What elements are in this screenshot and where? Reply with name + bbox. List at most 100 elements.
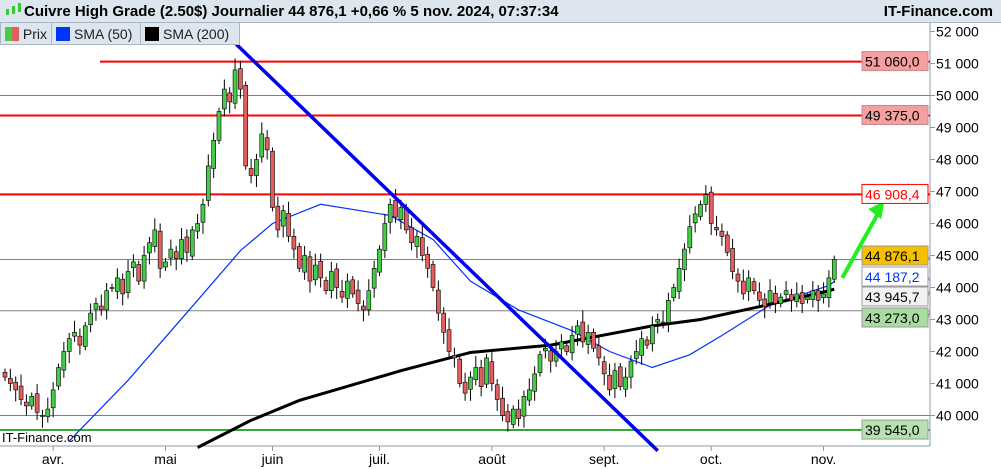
candle [537,350,543,377]
candle-body [131,261,136,268]
candle-body [767,290,773,304]
sma50-value-label-box [861,266,929,287]
candle [232,58,238,109]
candle-body [730,248,735,272]
sma200-value-label: 43 945,7 [865,289,920,305]
legend-prix[interactable]: Prix [0,23,52,45]
candle-body [473,367,479,380]
legend-sma50[interactable]: SMA (50) [51,23,141,45]
last-price-label-box [861,245,929,266]
x-tick-label: mai [154,451,177,467]
candle-body [296,246,302,269]
y-tick-label: 43 000 [936,312,979,328]
candle-body [799,292,805,304]
resistance-label-box [861,183,929,204]
candle [206,154,211,207]
candle-body [329,271,334,292]
candle [99,294,104,316]
candle-body [339,291,345,298]
candle-body [826,277,832,299]
last-price-label: 44 876,1 [865,248,920,264]
candle [676,258,682,300]
candle-body [216,111,222,141]
candle-body [478,367,484,388]
support-label-box [861,419,929,440]
candle [484,354,489,388]
candle [773,285,778,314]
candle [147,236,152,265]
candle [767,279,773,309]
candle [500,386,505,422]
sma50-line [68,203,835,442]
candle [323,276,329,295]
candle-body [382,223,388,251]
candle-body [29,395,35,407]
candle-body [366,290,372,311]
candle [270,147,275,212]
candle-body [783,290,789,295]
candle [559,334,564,359]
candle [585,324,591,355]
candle [125,259,131,299]
candle [735,268,741,293]
candle-body [120,278,125,295]
y-tick-label: 48 000 [936,152,979,168]
candle [714,215,719,236]
candle [24,394,29,416]
candle [724,231,730,257]
candle-body [559,341,564,350]
candle [821,282,826,304]
candle [355,280,361,312]
candle [115,268,120,300]
candle [173,245,179,271]
legend-sma200[interactable]: SMA (200) [140,23,240,45]
candle-body [312,264,318,281]
candle [393,188,398,223]
candle [703,185,709,212]
candlestick-icon [6,3,21,15]
candle-body [628,360,634,378]
candle [280,204,286,238]
candle [692,206,698,233]
support-43273-label: 43 273,0 [865,310,920,326]
candle [141,245,147,289]
candle [243,81,249,170]
prix-swatch-icon [5,26,19,41]
candle-body [115,277,120,292]
candle-body [72,331,77,337]
candle-body [254,159,259,176]
candle [799,284,805,314]
candle [452,347,457,368]
candle [462,372,468,401]
candle [259,122,265,163]
candle [350,275,356,298]
candle [446,318,452,358]
candle-body [200,204,206,223]
candle [419,226,425,262]
candle [746,270,751,301]
candle [120,273,125,306]
candle [302,245,307,280]
candle-body [810,290,816,300]
candle [72,320,77,342]
candle [88,303,93,333]
candle-body [441,312,447,333]
candle [136,260,142,285]
candle-body [18,385,24,400]
candle [211,132,216,179]
resistance-trendline [228,36,659,452]
candle-body [815,290,821,301]
candle [291,228,297,259]
candle [666,292,671,333]
candle [275,196,281,238]
sma200-swatch-icon [145,26,159,41]
candle-body [794,293,800,302]
candle-body [125,271,131,293]
resistance-label-box [861,105,929,125]
candle-body [409,227,414,243]
candle-body [543,347,548,352]
x-tick-label: juil. [368,451,390,467]
candle-body [521,395,527,417]
candle-body [746,277,751,292]
